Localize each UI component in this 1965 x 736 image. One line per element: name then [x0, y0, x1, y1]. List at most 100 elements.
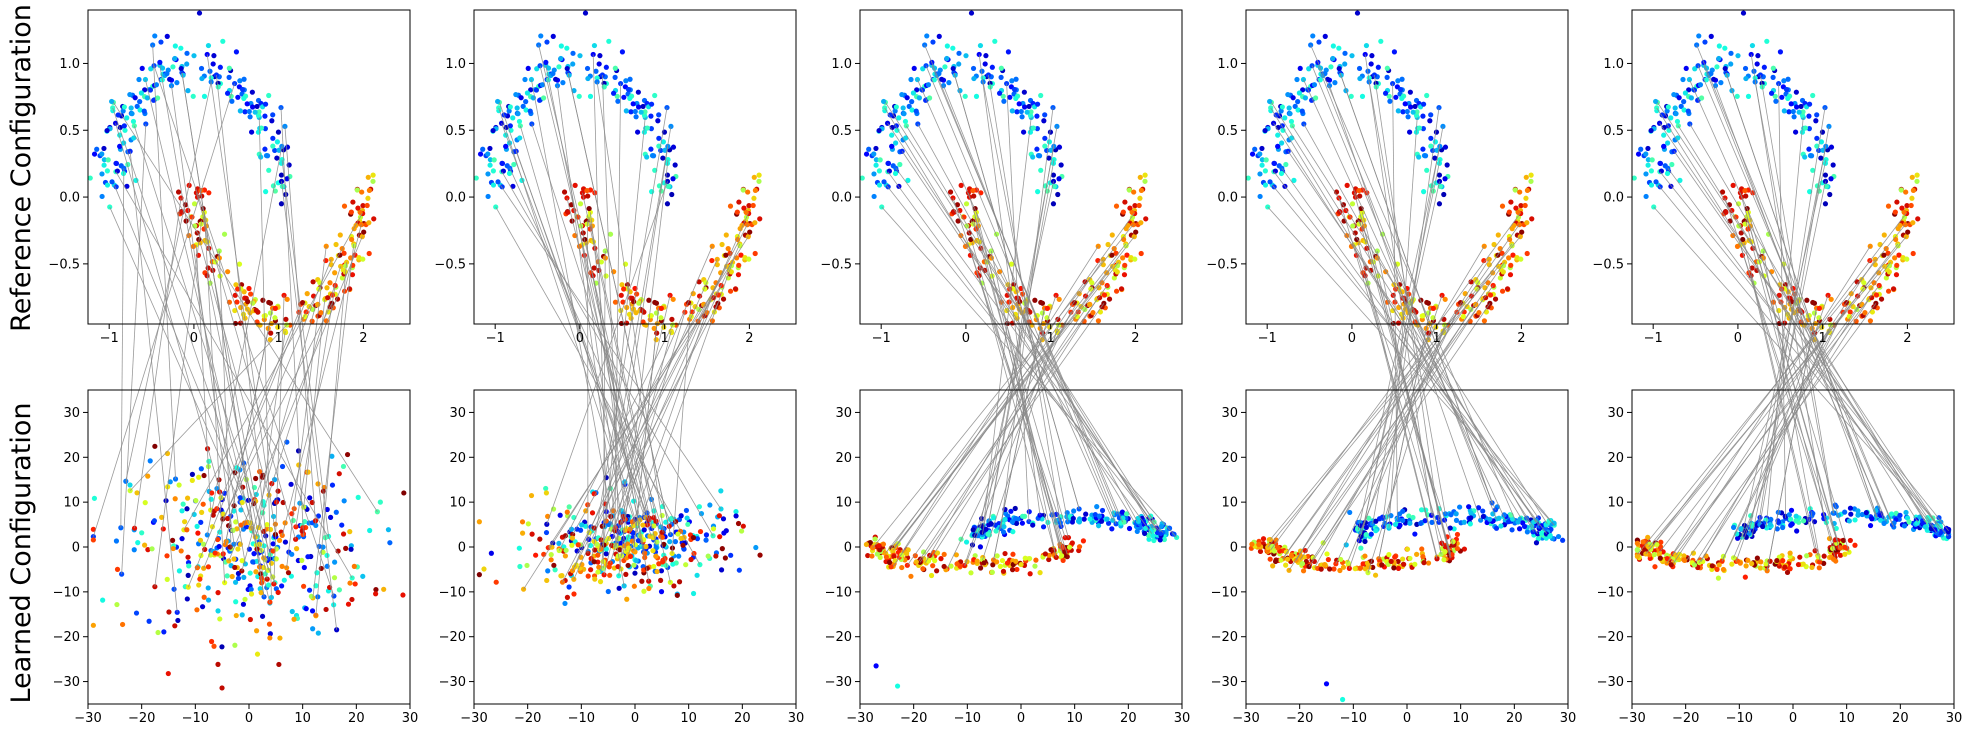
- reference-point: [537, 97, 543, 103]
- reference-point: [909, 107, 915, 113]
- reference-point: [1395, 78, 1401, 84]
- reference-point: [1696, 33, 1702, 39]
- reference-point: [1499, 288, 1506, 294]
- learned-point: [288, 481, 294, 487]
- learned-point: [559, 579, 566, 585]
- reference-point: [1262, 182, 1269, 188]
- link-line: [218, 251, 232, 549]
- reference-point: [667, 292, 673, 298]
- reference-point: [958, 182, 964, 188]
- learned-point: [1081, 516, 1087, 522]
- reference-point: [284, 296, 290, 302]
- link-line: [925, 65, 1117, 524]
- reference-point: [1681, 107, 1687, 113]
- reference-point: [1716, 55, 1722, 62]
- reference-point: [1745, 93, 1752, 99]
- learned-xtick-label: 0: [1017, 711, 1025, 726]
- reference-ytick-label: 0.0: [831, 191, 852, 206]
- learned-point: [270, 548, 276, 554]
- learned-point: [991, 515, 997, 521]
- reference-point: [1781, 108, 1787, 114]
- learned-xtick-label: 30: [402, 711, 419, 726]
- reference-point: [970, 188, 976, 194]
- link-line: [1378, 308, 1431, 559]
- axes-5: −1 0 1 2−0.50.00.51.0−30 −20 −10 0 10 20 30−30−20…: [1592, 9, 1962, 726]
- learned-point: [1509, 527, 1515, 533]
- link-line: [206, 146, 283, 536]
- learned-point: [205, 564, 212, 570]
- learned-point: [1716, 562, 1722, 568]
- reference-point: [584, 65, 591, 72]
- reference-point: [275, 129, 282, 135]
- learned-point: [285, 570, 292, 576]
- link-line: [872, 224, 1134, 548]
- learned-ytick-label: 10: [1607, 496, 1624, 511]
- reference-point: [1267, 98, 1273, 105]
- reference-point: [1665, 140, 1671, 146]
- reference-point: [1894, 262, 1900, 268]
- learned-point: [970, 527, 976, 533]
- link-line: [917, 123, 1138, 522]
- learned-point: [248, 586, 254, 592]
- learned-point: [1888, 511, 1895, 517]
- learned-point: [139, 530, 145, 536]
- learned-point: [1709, 563, 1715, 569]
- learned-point: [1272, 558, 1279, 565]
- reference-point: [1898, 187, 1904, 193]
- learned-ytick-label: 30: [63, 406, 80, 421]
- reference-point: [1356, 188, 1362, 194]
- learned-point: [210, 512, 216, 518]
- reference-point: [585, 75, 591, 82]
- reference-point: [1419, 313, 1425, 319]
- reference-point: [885, 160, 892, 167]
- reference-point: [900, 105, 906, 111]
- reference-point: [1420, 126, 1426, 132]
- reference-point: [1420, 101, 1427, 107]
- reference-point: [656, 135, 662, 141]
- reference-point: [593, 68, 599, 74]
- learned-point: [719, 546, 725, 552]
- link-line: [993, 308, 1045, 561]
- link-line: [1272, 184, 1552, 521]
- learned-point: [1793, 513, 1799, 519]
- reference-point: [354, 187, 360, 193]
- reference-ytick-label: 0.0: [59, 191, 80, 206]
- link-line: [1353, 244, 1454, 546]
- learned-point: [160, 526, 166, 532]
- learned-point: [1657, 544, 1664, 550]
- reference-point: [201, 93, 208, 99]
- link-line: [152, 44, 176, 480]
- learned-xtick-label: −10: [568, 711, 595, 726]
- reference-point: [723, 252, 729, 258]
- reference-point: [1424, 92, 1430, 99]
- reference-point: [1914, 178, 1920, 184]
- reference-point: [1001, 98, 1007, 104]
- reference-point: [1878, 296, 1885, 302]
- reference-point: [1109, 232, 1115, 238]
- learned-point: [235, 546, 241, 552]
- learned-point: [201, 594, 207, 600]
- reference-point: [490, 182, 497, 188]
- reference-point: [1664, 108, 1670, 114]
- reference-point: [1013, 95, 1019, 101]
- link-line: [964, 331, 1058, 566]
- reference-point: [1252, 146, 1258, 152]
- learned-point: [1421, 560, 1427, 566]
- reference-point: [926, 95, 933, 101]
- reference-point: [1730, 182, 1736, 188]
- reference-point: [1391, 49, 1398, 55]
- reference-point: [507, 123, 513, 129]
- learned-point: [1386, 552, 1392, 558]
- learned-ytick-label: −30: [1597, 675, 1624, 690]
- reference-xtick-label: 0: [576, 331, 584, 346]
- reference-point: [241, 76, 247, 82]
- link-line: [982, 81, 1069, 522]
- reference-point: [1279, 140, 1285, 146]
- learned-point: [668, 557, 675, 563]
- learned-point: [339, 522, 345, 528]
- reference-point: [246, 108, 252, 115]
- reference-point: [607, 231, 614, 237]
- reference-ytick-label: 1.0: [445, 57, 466, 72]
- learned-ytick-label: 20: [1221, 451, 1238, 466]
- learned-point: [1013, 558, 1019, 564]
